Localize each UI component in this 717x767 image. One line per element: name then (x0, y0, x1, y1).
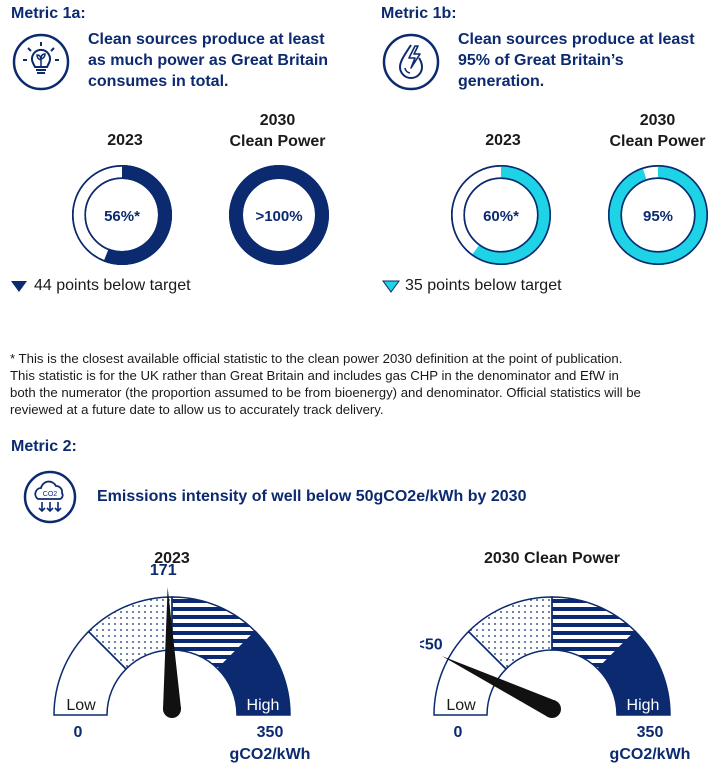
donut-title-line: Clean Power (609, 133, 706, 150)
metric-1b-label: Metric 1b: (381, 5, 457, 22)
donut-inner-outline-top (84, 177, 160, 253)
gauge-title: 2023 (154, 550, 190, 567)
gauge-title: 2030 Clean Power (484, 550, 620, 567)
donut-outline-top (607, 164, 709, 266)
donut-filled-segment (608, 165, 708, 265)
gauge-high-label: High (627, 697, 660, 714)
metric-2-description: Emissions intensity of well below 50gCO2… (97, 488, 527, 505)
donut-center-label: >100% (255, 208, 302, 225)
metric-1b-description-line: Clean sources produce at least (458, 31, 695, 48)
lightbulb-plant-icon (12, 33, 70, 91)
gauge-low-label: Low (66, 697, 96, 714)
gauge-needle-hub (543, 700, 561, 718)
metric-1b-description-line: generation. (458, 73, 545, 90)
metric-1a-description-line: consumes in total. (88, 73, 229, 90)
donut-inner-outline-top (620, 177, 696, 253)
donut-outline-top (450, 164, 552, 266)
footnote-line: * This is the closest available official… (10, 351, 623, 366)
donut-center-label: 60%* (483, 208, 519, 225)
donut-title-line: Clean Power (229, 133, 326, 150)
metric-1b-description: Clean sources produce at least 95% of Gr… (458, 29, 695, 92)
donut-1a-2023-title: 2023 (107, 132, 143, 149)
donut-center-label: 95% (643, 208, 673, 225)
triangle-down-icon (382, 280, 400, 293)
gauge-chart-2030: 2030 Clean Power Low High 0 350 gCO2/kWh <50 (420, 550, 691, 763)
gauge-value-label: 171 (150, 562, 177, 579)
metric-1a-gap-text: 44 points below target (34, 277, 191, 294)
gauge-max-label: 350 (257, 724, 284, 741)
co2-icon-text: CO2 (43, 491, 58, 498)
triangle-down-icon (11, 281, 27, 292)
footnote-line: reviewed at a future date to allow us to… (10, 402, 384, 417)
water-lightning-icon (382, 33, 440, 91)
metric-1a-description-line: as much power as Great Britain (88, 52, 329, 69)
donut-1a-2030-title: 2030 Clean Power (210, 110, 345, 152)
donut-1b-2030-title: 2030 Clean Power (590, 110, 717, 152)
gauge-needle (442, 656, 556, 718)
gauge-segment-high (596, 630, 671, 716)
co2-cloud-icon: CO2 (23, 470, 77, 524)
gauge-max-label: 350 (637, 724, 664, 741)
footnote-line: This statistic is for the UK rather than… (10, 368, 619, 383)
donut-inner-outline-top (463, 177, 539, 253)
donut-filled-segment (103, 165, 172, 265)
donut-outline-top (71, 164, 173, 266)
donut-filled-segment (229, 165, 329, 265)
gauge-low-label: Low (446, 697, 476, 714)
gauge-unit-label: gCO2/kWh (610, 746, 691, 763)
metric-1a-label: Metric 1a: (11, 5, 86, 22)
metric-2-label: Metric 2: (11, 438, 77, 455)
donut-title-line: 2030 (639, 112, 676, 129)
metric-1b-description-line: 95% of Great Britain’s (458, 52, 624, 69)
footnote-line: both the numerator (the proportion assum… (10, 385, 641, 400)
donut-chart-1a-2030: >100% (228, 164, 330, 266)
donut-1b-2023-title: 2023 (485, 132, 521, 149)
metric-1b-gap-text: 35 points below target (405, 277, 562, 294)
donut-chart-1a-2023: 56%* (71, 164, 173, 266)
gauge-needle-hub (163, 700, 181, 718)
metric-1a-description: Clean sources produce at least as much p… (88, 29, 328, 92)
gauge-high-label: High (247, 697, 280, 714)
donut-chart-1b-2023: 60%* (450, 164, 552, 266)
donut-chart-1b-2030: 95% (607, 164, 709, 266)
footnote: * This is the closest available official… (10, 350, 715, 418)
donut-center-label: 56%* (104, 208, 140, 225)
gauge-min-label: 0 (74, 724, 83, 741)
donut-title-line: 2030 (259, 112, 296, 129)
donut-filled-segment (471, 165, 551, 265)
metric-1a-description-line: Clean sources produce at least (88, 31, 325, 48)
gauge-segment-high (216, 630, 291, 716)
gauge-unit-label: gCO2/kWh (230, 746, 311, 763)
gauge-chart-2023: 2023 Low High 0 350 gCO2/kWh 171 (53, 550, 311, 763)
gauge-min-label: 0 (454, 724, 463, 741)
gauge-value-label: <50 (420, 637, 443, 654)
gauge-needle (163, 587, 181, 710)
